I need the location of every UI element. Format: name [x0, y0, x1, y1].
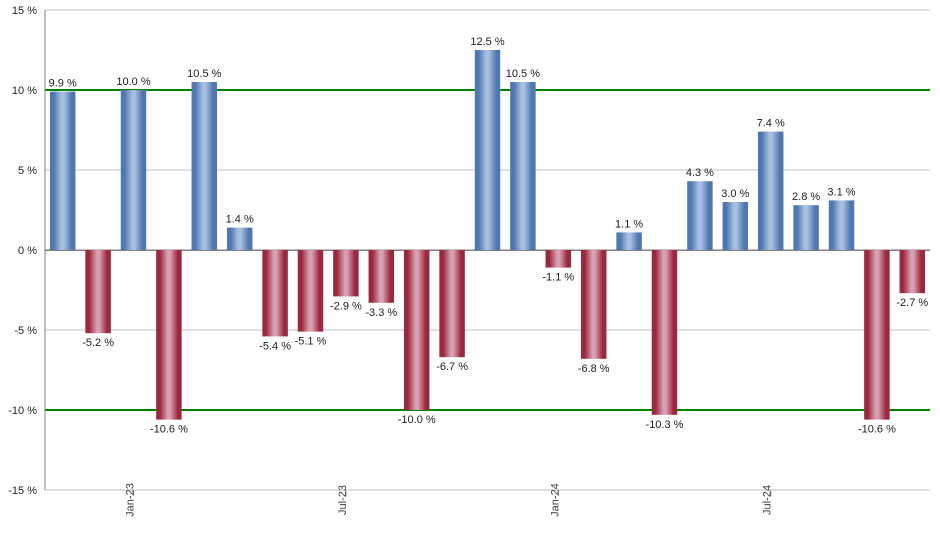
- x-axis-label: Jan-23: [125, 483, 137, 517]
- bar-value-label: -6.7 %: [436, 361, 468, 373]
- bar-value-label: -1.1 %: [542, 272, 574, 284]
- bar: [652, 250, 677, 415]
- bar-value-label: 7.4 %: [757, 118, 785, 130]
- bar: [900, 250, 925, 293]
- bar: [369, 250, 394, 303]
- svg-text:-10 %: -10 %: [8, 405, 37, 417]
- bar-value-label: 1.1 %: [615, 218, 643, 230]
- bar-value-label: -3.3 %: [365, 307, 397, 319]
- bar: [510, 82, 535, 250]
- x-axis-label: Jul-23: [337, 485, 349, 515]
- bar: [723, 202, 748, 250]
- svg-text:15 %: 15 %: [12, 5, 37, 17]
- x-axis-label: Jan-24: [549, 483, 561, 517]
- bar: [227, 228, 252, 250]
- bar: [192, 82, 217, 250]
- bar: [546, 250, 571, 268]
- svg-text:-15 %: -15 %: [8, 485, 37, 497]
- bar: [333, 250, 358, 296]
- svg-text:5 %: 5 %: [18, 165, 37, 177]
- bar: [85, 250, 110, 333]
- bar-value-label: -5.1 %: [295, 336, 327, 348]
- bar: [298, 250, 323, 332]
- bar-value-label: -10.6 %: [858, 424, 896, 436]
- bar: [50, 92, 75, 250]
- bar-value-label: -2.7 %: [896, 297, 928, 309]
- percentage-bar-chart: -15 % -10 % -5 % 0 % 5 % 10 % 15 % 9.9 % -5.2 % 1…: [0, 0, 940, 550]
- bar-value-label: -5.4 %: [259, 340, 291, 352]
- svg-text:10 %: 10 %: [12, 85, 37, 97]
- bar-value-label: 1.4 %: [226, 214, 254, 226]
- bar-value-label: -10.6 %: [150, 424, 188, 436]
- bar-value-label: 9.9 %: [49, 78, 77, 90]
- bar-value-label: 10.0 %: [116, 76, 150, 88]
- bar: [687, 181, 712, 250]
- bar-value-label: -2.9 %: [330, 300, 362, 312]
- bar: [581, 250, 606, 359]
- bar: [864, 250, 889, 420]
- bar-value-label: -5.2 %: [82, 337, 114, 349]
- bar: [829, 200, 854, 250]
- bar: [404, 250, 429, 410]
- bar-value-label: -10.0 %: [398, 414, 436, 426]
- bar-value-label: -10.3 %: [646, 419, 684, 431]
- bar: [475, 50, 500, 250]
- bar-value-label: 4.3 %: [686, 167, 714, 179]
- bar-value-label: 3.1 %: [827, 186, 855, 198]
- bar-value-label: 12.5 %: [470, 36, 504, 48]
- bar-value-label: -6.8 %: [578, 363, 610, 375]
- bar: [439, 250, 464, 357]
- bar: [121, 90, 146, 250]
- bar-value-label: 10.5 %: [506, 68, 540, 80]
- x-axis-label: Jul-24: [762, 485, 774, 515]
- bar-value-label: 2.8 %: [792, 191, 820, 203]
- bar: [616, 232, 641, 250]
- bar: [758, 132, 783, 250]
- svg-text:-5 %: -5 %: [14, 325, 37, 337]
- bar: [156, 250, 181, 420]
- bar-value-label: 10.5 %: [187, 68, 221, 80]
- bar-value-label: 3.0 %: [721, 188, 749, 200]
- svg-text:0 %: 0 %: [18, 245, 37, 257]
- bar: [793, 205, 818, 250]
- bar: [262, 250, 287, 336]
